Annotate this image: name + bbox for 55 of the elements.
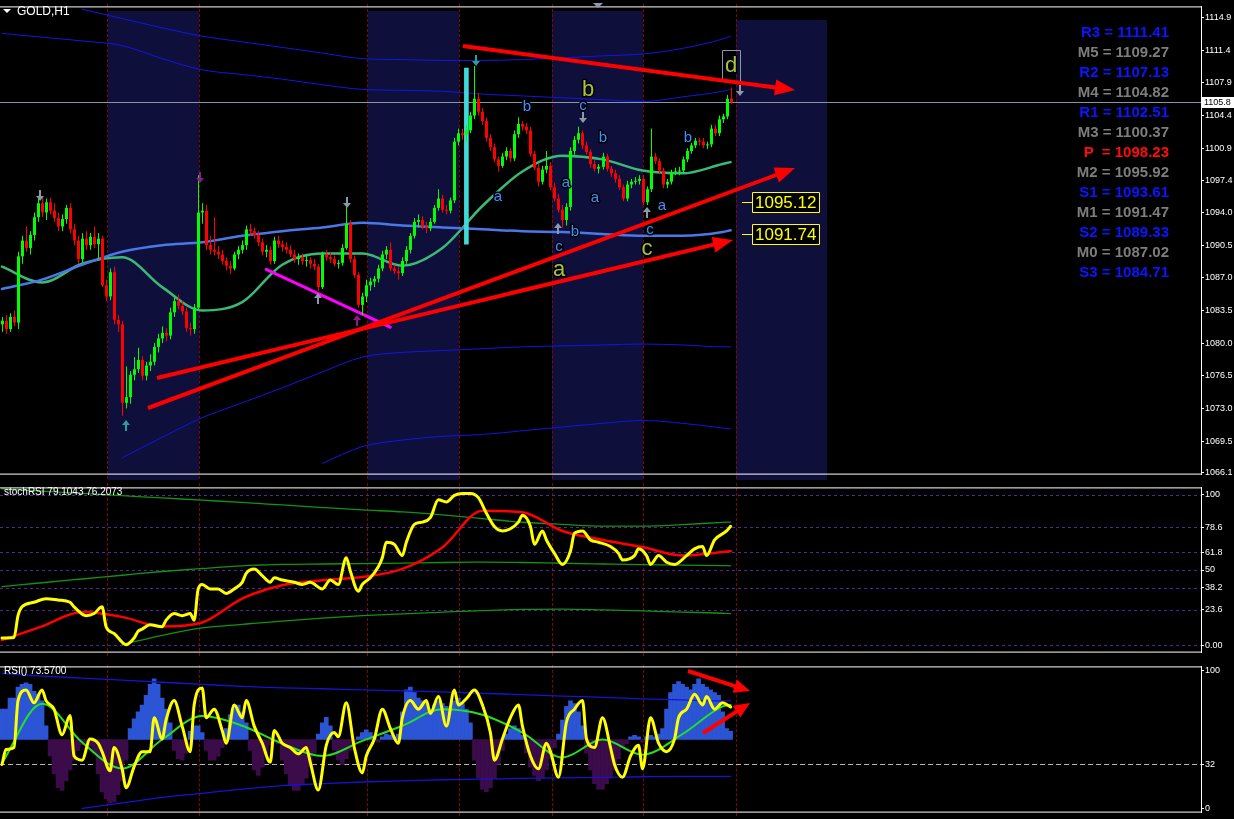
y-tick-label: 1069.5 (1205, 435, 1233, 446)
chart-title: stochRSI 79.1043 76.2073 (4, 485, 123, 497)
annotation: S2 = 1089.33 (1079, 223, 1169, 241)
y-tick-label: 38.2 (1205, 582, 1223, 593)
annotation: c (555, 237, 564, 255)
annotation: S1 = 1093.61 (1079, 183, 1169, 201)
annotation: d (724, 52, 738, 78)
annotation: 1095.12 (755, 192, 817, 212)
y-tick-label: 1087.0 (1205, 272, 1233, 283)
annotation: c (641, 235, 653, 261)
y-tick-label: 1083.5 (1205, 304, 1233, 315)
annotation: M0 = 1087.02 (1076, 243, 1169, 261)
y-tick-label: 1066.1 (1205, 467, 1233, 478)
annotation: b (598, 128, 608, 146)
y-tick-label: 1097.4 (1205, 175, 1233, 186)
annotation: 1091.74 (755, 224, 817, 244)
y-tick-label: 1107.9 (1205, 77, 1232, 88)
ref-line-label: 1105.8 (1204, 96, 1231, 107)
y-tick-label: 0.00 (1205, 639, 1223, 650)
y-tick-label: 0 (1205, 802, 1211, 813)
y-tick-label: 32 (1205, 758, 1216, 769)
y-tick-label: 1090.5 (1205, 239, 1233, 250)
y-tick-label: 1104.4 (1205, 110, 1232, 121)
annotation: b (581, 76, 595, 102)
annotation: M3 = 1100.37 (1077, 123, 1169, 141)
y-tick-label: 1111.4 (1205, 44, 1231, 55)
y-tick-label: 23.6 (1205, 604, 1223, 615)
annotation: M1 = 1091.47 (1076, 203, 1169, 221)
annotation: M2 = 1095.92 (1076, 163, 1169, 181)
annotation: a (552, 256, 566, 282)
y-tick-label: 61.8 (1205, 546, 1223, 557)
chart-title: GOLD,H1 (17, 4, 71, 19)
y-tick-label: 1076.5 (1205, 370, 1233, 381)
y-tick-label: 50 (1205, 564, 1216, 575)
annotation: S3 = 1084.71 (1079, 263, 1169, 281)
annotation: M4 = 1104.82 (1077, 83, 1169, 101)
y-tick-label: 1080.0 (1205, 337, 1233, 348)
annotation: M5 = 1109.27 (1077, 43, 1169, 61)
annotation: a (590, 188, 600, 206)
chart-title: RSI() 73.5700 (4, 664, 67, 676)
y-tick-label: 1100.9 (1205, 142, 1232, 153)
annotation: R1 = 1102.51 (1079, 103, 1169, 121)
annotation: P = 1098.23 (1083, 143, 1169, 161)
annotation: a (493, 187, 503, 205)
annotation: b (683, 128, 693, 146)
y-tick-label: 1114.9 (1205, 12, 1232, 23)
y-tick-label: 1073.0 (1205, 402, 1233, 413)
y-tick-label: 100 (1205, 489, 1221, 500)
y-tick-label: 100 (1205, 665, 1221, 676)
annotation: a (657, 196, 667, 214)
y-tick-label: 78.6 (1205, 521, 1223, 532)
annotation: c (646, 220, 655, 238)
annotation: R2 = 1107.13 (1079, 63, 1169, 81)
y-tick-label: 1094.0 (1205, 207, 1233, 217)
annotation: R3 = 1111.41 (1080, 23, 1169, 41)
